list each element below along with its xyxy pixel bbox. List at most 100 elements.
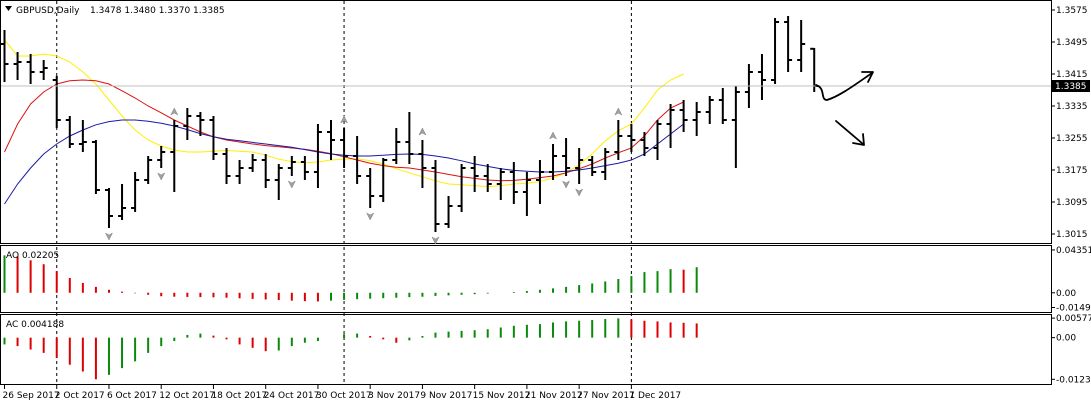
ohlc-bar <box>470 156 479 192</box>
ao-indicator-label: AO 0.02205 <box>6 251 59 261</box>
symbol-label: GBPUSD,Daily <box>16 6 80 16</box>
dropdown-triangle-icon[interactable] <box>5 6 12 11</box>
y-tick-label: 0.005774 <box>1056 314 1091 324</box>
ohlc-bar <box>457 164 466 212</box>
y-tick-label: 0.04351 <box>1056 246 1091 256</box>
ohlc-bar <box>366 168 375 208</box>
ohlc-bar <box>731 86 740 168</box>
ohlc-bar <box>274 164 283 200</box>
fractal-down-icon <box>431 236 440 245</box>
arrow-up-head <box>861 71 874 83</box>
ac-y-axis: 0.005774 0.00 -0.01230 <box>1051 314 1091 385</box>
ao-panel-frame <box>0 245 1052 313</box>
ohlc-bar <box>287 156 296 176</box>
ohlc-bar <box>575 148 584 184</box>
ohlc-bar <box>26 54 35 84</box>
ohlc-bar <box>771 18 780 84</box>
ohlc-bar <box>601 148 610 180</box>
ohlc-bar <box>483 164 492 192</box>
fractal-up-icon <box>614 107 623 116</box>
ohlc-bar <box>170 120 179 192</box>
ohlc-bar <box>340 128 349 168</box>
ohlc-bar <box>248 154 257 172</box>
x-tick-label: 6 Oct 2017 <box>107 391 157 401</box>
ohlc-bar <box>78 120 87 152</box>
ohlc-bar <box>692 102 701 136</box>
arrow-up-curve <box>815 72 873 101</box>
fractal-markers <box>104 107 623 245</box>
ohlc-bar <box>235 160 244 184</box>
ohlc-bar <box>209 116 218 160</box>
ohlc-bar <box>562 138 571 176</box>
ohlc-bar <box>65 116 74 148</box>
y-tick-label: 1.3415 <box>1056 70 1088 80</box>
x-tick-label: 24 Oct 2017 <box>264 391 320 401</box>
arrow-down-head <box>852 133 865 146</box>
ohlc-bar <box>379 158 388 202</box>
y-tick-label: 1.3495 <box>1056 38 1088 48</box>
fractal-up-icon <box>548 131 558 140</box>
x-tick-label: 3 Nov 2017 <box>368 391 420 401</box>
ohlc-bar <box>614 120 623 160</box>
current-price-label: 1.3385 <box>1055 82 1087 92</box>
ao-histogram <box>3 255 698 302</box>
ohlc-bar <box>91 140 100 194</box>
x-tick-label: 9 Nov 2017 <box>420 391 472 401</box>
ohlc-bar <box>392 128 401 164</box>
ohlc-bar <box>405 112 414 164</box>
ohlc-bar <box>509 162 518 204</box>
ohlc-bar <box>261 154 270 188</box>
x-tick-label: 26 Sep 2017 <box>3 391 60 401</box>
ohlc-bar <box>418 140 427 188</box>
ohlc-bar <box>679 100 688 132</box>
ao-y-axis: 0.04351 0.00 -0.01496 <box>1051 246 1091 314</box>
ohlc-bar <box>666 104 675 148</box>
ohlc-bar <box>13 52 22 80</box>
fractal-up-icon <box>339 115 349 124</box>
ohlc-bar <box>653 120 662 160</box>
fractal-down-icon <box>157 172 166 181</box>
ohlc-bars <box>0 16 819 232</box>
fractal-down-icon <box>366 212 375 221</box>
ohlc-bar <box>222 148 231 184</box>
x-tick-label: 12 Oct 2017 <box>159 391 215 401</box>
fractal-up-icon <box>418 127 427 136</box>
fractal-up-icon <box>170 107 179 116</box>
ohlc-bar <box>104 188 113 228</box>
y-tick-label: 1.3335 <box>1056 102 1088 112</box>
fractal-down-icon <box>104 232 114 241</box>
ohlc-bar <box>588 156 597 176</box>
current-price-tag <box>1052 80 1090 92</box>
y-tick-label: 1.3015 <box>1056 230 1088 240</box>
x-tick-label: 2 Oct 2017 <box>55 391 105 401</box>
y-tick-label: 1.3175 <box>1056 166 1088 176</box>
main-y-axis: 1.3575 1.3495 1.3415 1.3335 1.3255 1.3175 1.30… <box>1051 6 1088 240</box>
ohlc-bar <box>784 16 793 72</box>
x-tick-label: 27 Nov 2017 <box>577 391 635 401</box>
y-tick-label: 1.3575 <box>1056 6 1088 16</box>
x-tick-label: 1 Dec 2017 <box>629 391 681 401</box>
ohlc-bar <box>549 144 558 180</box>
y-tick-label: 1.3255 <box>1056 134 1088 144</box>
ohlc-bar <box>0 30 9 82</box>
ohlc-bar <box>627 124 636 152</box>
y-tick-label: 0.00 <box>1056 289 1076 299</box>
x-tick-label: 30 Oct 2017 <box>316 391 372 401</box>
y-tick-label: 0.00 <box>1056 334 1076 344</box>
ohlc-bar <box>705 96 714 124</box>
ohlc-bar <box>131 172 140 212</box>
fractal-down-icon <box>561 180 571 189</box>
ohlc-bar <box>431 160 440 232</box>
y-tick-label: -0.01230 <box>1056 375 1091 385</box>
ohlc-bar <box>535 160 544 204</box>
x-tick-label: 18 Oct 2017 <box>211 391 267 401</box>
ac-indicator-label: AC 0.004188 <box>6 320 64 330</box>
ohlc-bar <box>313 124 322 188</box>
y-tick-label: -0.01496 <box>1056 304 1091 314</box>
ohlc-bar <box>757 54 766 100</box>
ohlc-bar <box>353 136 362 184</box>
ohlc-bar <box>183 108 192 140</box>
ohlc-values-label: 1.3478 1.3480 1.3370 1.3385 <box>90 6 225 16</box>
